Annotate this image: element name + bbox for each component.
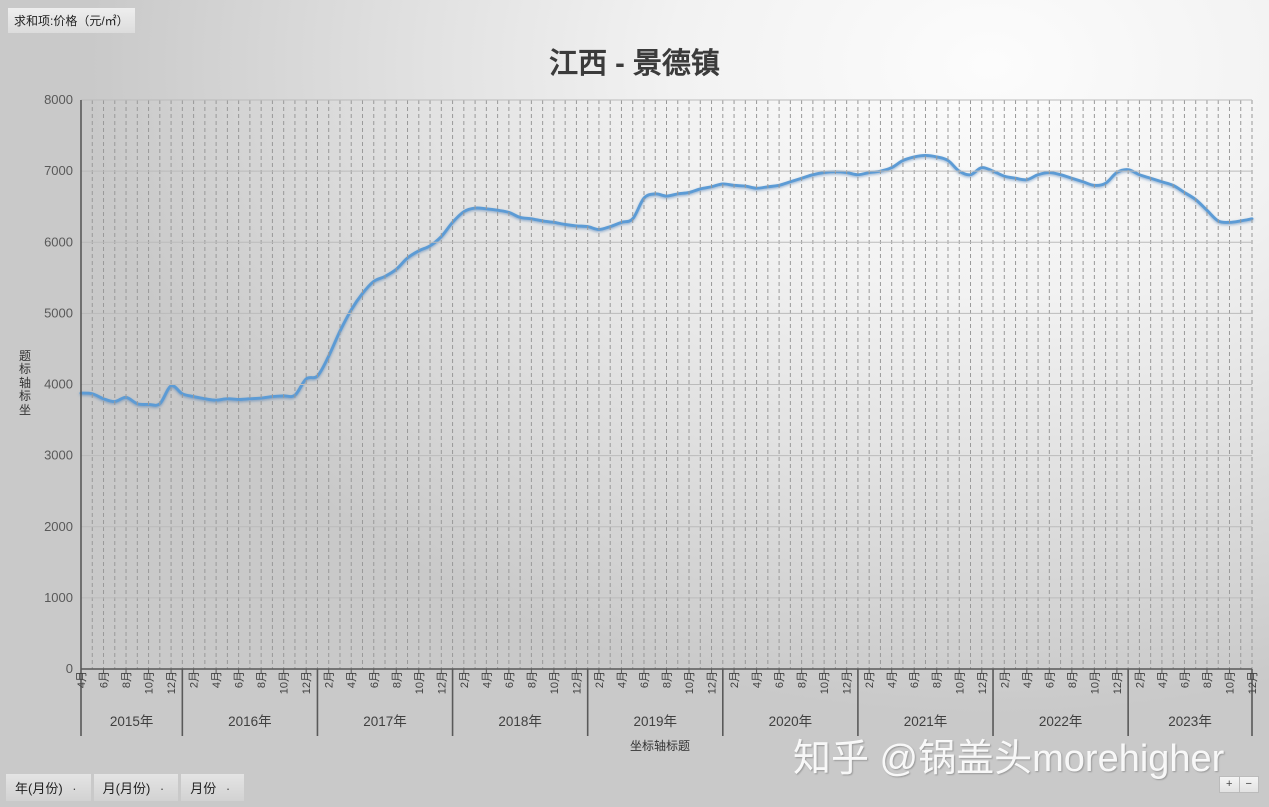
svg-text:6月: 6月 <box>504 671 516 688</box>
svg-text:2018年: 2018年 <box>498 714 542 729</box>
svg-text:0: 0 <box>66 661 73 676</box>
svg-text:12月: 12月 <box>707 671 719 694</box>
svg-text:10月: 10月 <box>1224 671 1236 694</box>
svg-text:4月: 4月 <box>1157 671 1169 688</box>
svg-text:10月: 10月 <box>144 671 156 694</box>
svg-text:2月: 2月 <box>864 671 876 688</box>
svg-text:8月: 8月 <box>121 671 133 688</box>
svg-text:8月: 8月 <box>1202 671 1214 688</box>
svg-text:12月: 12月 <box>842 671 854 694</box>
svg-text:6月: 6月 <box>774 671 786 688</box>
svg-text:7000: 7000 <box>44 163 73 178</box>
svg-text:坐标轴标题: 坐标轴标题 <box>630 738 690 753</box>
svg-text:2月: 2月 <box>324 671 336 688</box>
svg-text:3000: 3000 <box>44 448 73 463</box>
svg-text:8月: 8月 <box>932 671 944 688</box>
svg-text:8月: 8月 <box>526 671 538 688</box>
svg-text:4月: 4月 <box>1022 671 1034 688</box>
svg-text:2月: 2月 <box>729 671 741 688</box>
svg-text:6月: 6月 <box>234 671 246 688</box>
svg-text:4月: 4月 <box>616 671 628 688</box>
svg-text:4月: 4月 <box>76 671 88 688</box>
svg-text:12月: 12月 <box>1247 671 1259 694</box>
svg-text:12月: 12月 <box>436 671 448 694</box>
svg-text:6月: 6月 <box>99 671 111 688</box>
svg-text:2019年: 2019年 <box>633 714 677 729</box>
svg-text:4000: 4000 <box>44 377 73 392</box>
svg-text:6000: 6000 <box>44 234 73 249</box>
svg-text:4月: 4月 <box>211 671 223 688</box>
svg-text:10月: 10月 <box>414 671 426 694</box>
svg-text:10月: 10月 <box>954 671 966 694</box>
svg-text:5000: 5000 <box>44 305 73 320</box>
svg-text:2015年: 2015年 <box>110 714 154 729</box>
svg-text:2017年: 2017年 <box>363 714 407 729</box>
svg-text:10月: 10月 <box>1089 671 1101 694</box>
svg-text:10月: 10月 <box>549 671 561 694</box>
svg-text:8月: 8月 <box>797 671 809 688</box>
svg-text:1000: 1000 <box>44 590 73 605</box>
svg-text:12月: 12月 <box>1112 671 1124 694</box>
svg-text:2月: 2月 <box>594 671 606 688</box>
svg-text:10月: 10月 <box>819 671 831 694</box>
svg-text:12月: 12月 <box>571 671 583 694</box>
svg-text:8月: 8月 <box>1067 671 1079 688</box>
svg-text:8月: 8月 <box>662 671 674 688</box>
svg-text:12月: 12月 <box>166 671 178 694</box>
svg-text:12月: 12月 <box>977 671 989 694</box>
svg-text:4月: 4月 <box>887 671 899 688</box>
svg-text:10月: 10月 <box>279 671 291 694</box>
svg-text:2016年: 2016年 <box>228 714 272 729</box>
svg-text:6月: 6月 <box>639 671 651 688</box>
svg-text:4月: 4月 <box>481 671 493 688</box>
svg-text:6月: 6月 <box>909 671 921 688</box>
svg-text:4月: 4月 <box>752 671 764 688</box>
svg-text:2000: 2000 <box>44 519 73 534</box>
svg-text:2月: 2月 <box>1134 671 1146 688</box>
svg-text:6月: 6月 <box>1044 671 1056 688</box>
svg-text:6月: 6月 <box>369 671 381 688</box>
svg-text:2月: 2月 <box>459 671 471 688</box>
svg-text:8月: 8月 <box>391 671 403 688</box>
svg-text:12月: 12月 <box>301 671 313 694</box>
svg-text:8月: 8月 <box>256 671 268 688</box>
svg-text:2月: 2月 <box>189 671 201 688</box>
svg-text:4月: 4月 <box>346 671 358 688</box>
svg-text:10月: 10月 <box>684 671 696 694</box>
svg-text:8000: 8000 <box>44 92 73 107</box>
svg-text:2月: 2月 <box>999 671 1011 688</box>
svg-text:6月: 6月 <box>1179 671 1191 688</box>
